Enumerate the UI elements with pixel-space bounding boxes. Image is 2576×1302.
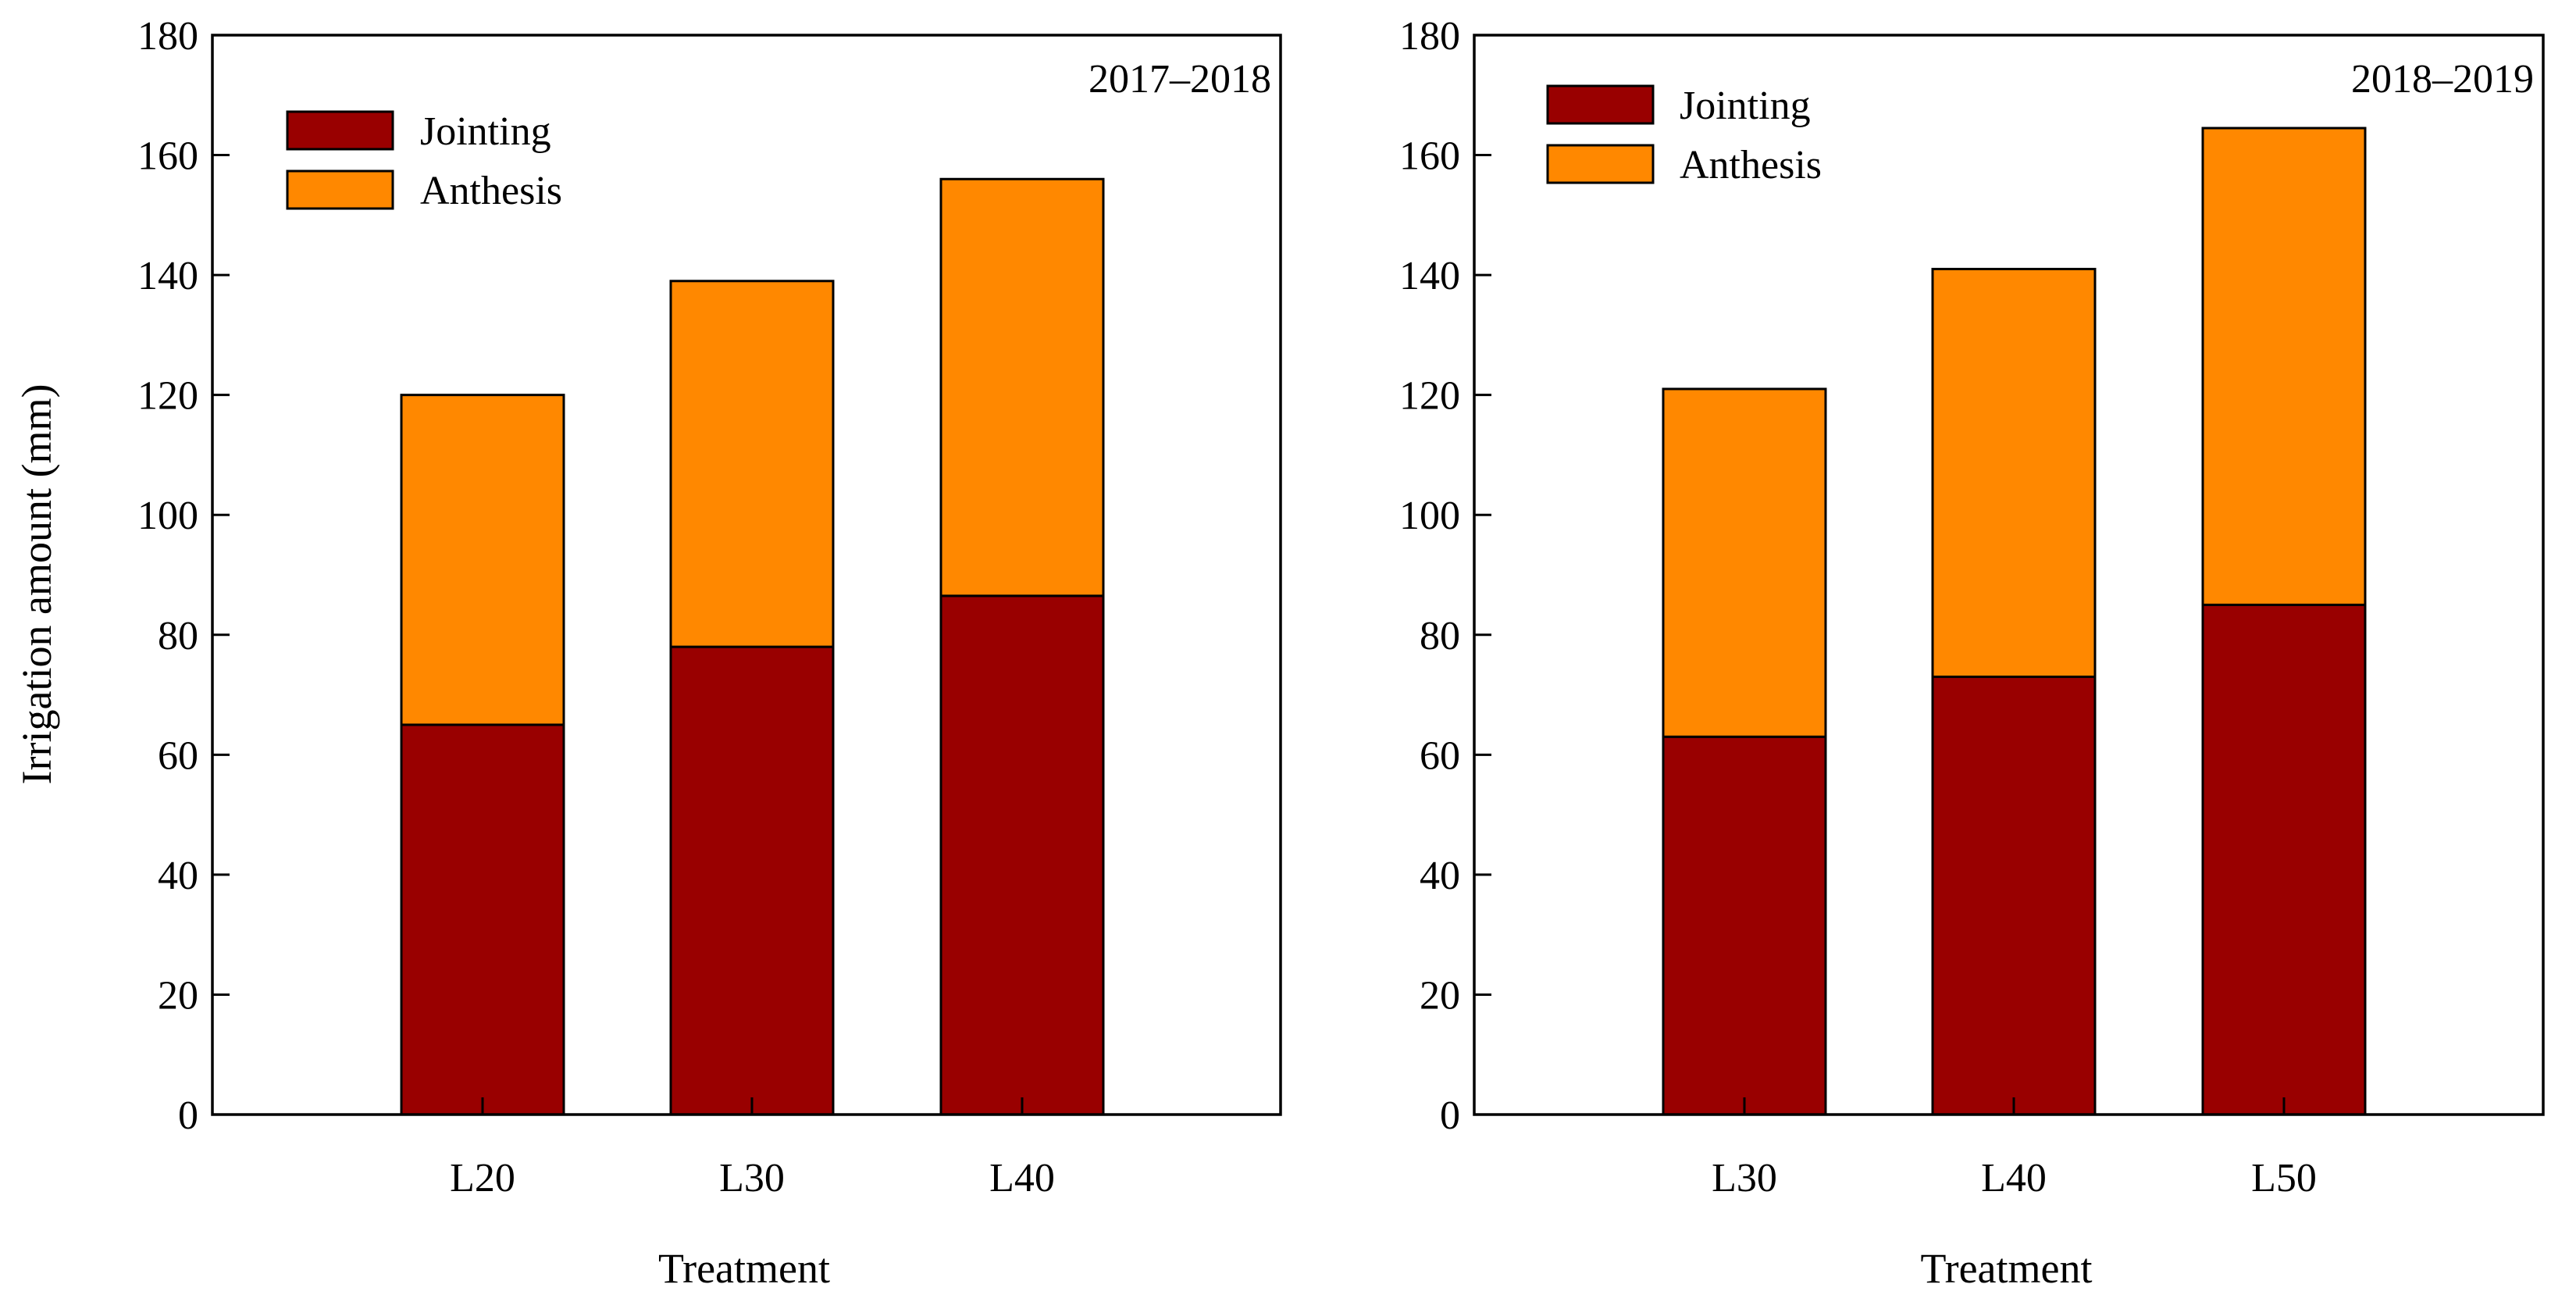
bar-jointing-l30: [669, 645, 835, 1116]
y-tick-label: 20: [1420, 973, 1460, 1018]
y-axis-title: Irrigation amount (mm): [13, 384, 60, 785]
legend-label-anthesis: Anthesis: [420, 169, 562, 213]
bar-anthesis-l40: [1931, 267, 2097, 679]
y-tick-label: 120: [137, 374, 198, 419]
legend-swatch-jointing: [286, 110, 394, 151]
bar-anthesis-l30: [669, 280, 835, 648]
x-tick-label-l30: L30: [1712, 1156, 1777, 1200]
y-tick-label: 100: [137, 494, 198, 538]
legend-label-anthesis: Anthesis: [1680, 143, 1822, 187]
bar-jointing-l30: [1662, 735, 1827, 1116]
bar-jointing-l20: [400, 723, 565, 1116]
x-tick-label-l20: L20: [450, 1156, 515, 1200]
bar-anthesis-l20: [400, 394, 565, 726]
y-tick-label: 140: [137, 254, 198, 298]
y-tick-label: 180: [1399, 14, 1460, 59]
y-tick-label: 140: [1399, 254, 1460, 298]
panel-title: 2017–2018: [1088, 57, 1271, 102]
y-tick-label: 0: [1440, 1093, 1460, 1138]
x-axis-title: Treatment: [1921, 1245, 2093, 1292]
legend-swatch-anthesis: [286, 169, 394, 210]
x-tick-label-l40: L40: [1981, 1156, 2047, 1200]
y-tick-label: 40: [1420, 854, 1460, 898]
x-tick-label-l30: L30: [719, 1156, 785, 1200]
y-tick-label: 20: [158, 973, 198, 1018]
chart-panel-2018-2019: 0 20 40 60 80 100 120 140 160 180 L30 L40 L50 Treatme…: [1399, 14, 2545, 1292]
y-tick-label: 60: [1420, 733, 1460, 778]
x-tick-label-l40: L40: [989, 1156, 1055, 1200]
x-tick-label-l50: L50: [2251, 1156, 2317, 1200]
y-tick-label: 40: [158, 854, 198, 898]
y-tick-label: 60: [158, 733, 198, 778]
legend-label-jointing: Jointing: [1680, 84, 1811, 128]
bar-anthesis-l30: [1662, 387, 1827, 738]
y-tick-label: 80: [158, 614, 198, 658]
y-tick-label: 0: [178, 1093, 198, 1138]
y-tick-label: 80: [1420, 614, 1460, 658]
bar-jointing-l40: [1931, 676, 2097, 1116]
bar-anthesis-l50: [2201, 127, 2367, 606]
bar-anthesis-l40: [939, 177, 1105, 597]
bar-jointing-l40: [939, 594, 1105, 1116]
x-axis-title: Treatment: [658, 1245, 830, 1292]
legend-swatch-anthesis: [1546, 144, 1655, 184]
plot-frame: [1473, 34, 2545, 1116]
legend-label-jointing: Jointing: [420, 109, 551, 154]
legend-swatch-jointing: [1546, 84, 1655, 125]
y-tick-label: 160: [137, 134, 198, 179]
bar-jointing-l50: [2201, 603, 2367, 1116]
y-tick-label: 160: [1399, 134, 1460, 179]
y-tick-label: 100: [1399, 494, 1460, 538]
chart-panel-2017-2018: 0 20 40 60 80 100 120 140 160 180 L20 L30 L40 Treatme…: [137, 14, 1282, 1292]
panel-title: 2018–2019: [2351, 57, 2534, 102]
y-tick-label: 180: [137, 14, 198, 59]
y-tick-label: 120: [1399, 374, 1460, 419]
plot-frame: [211, 34, 1282, 1116]
